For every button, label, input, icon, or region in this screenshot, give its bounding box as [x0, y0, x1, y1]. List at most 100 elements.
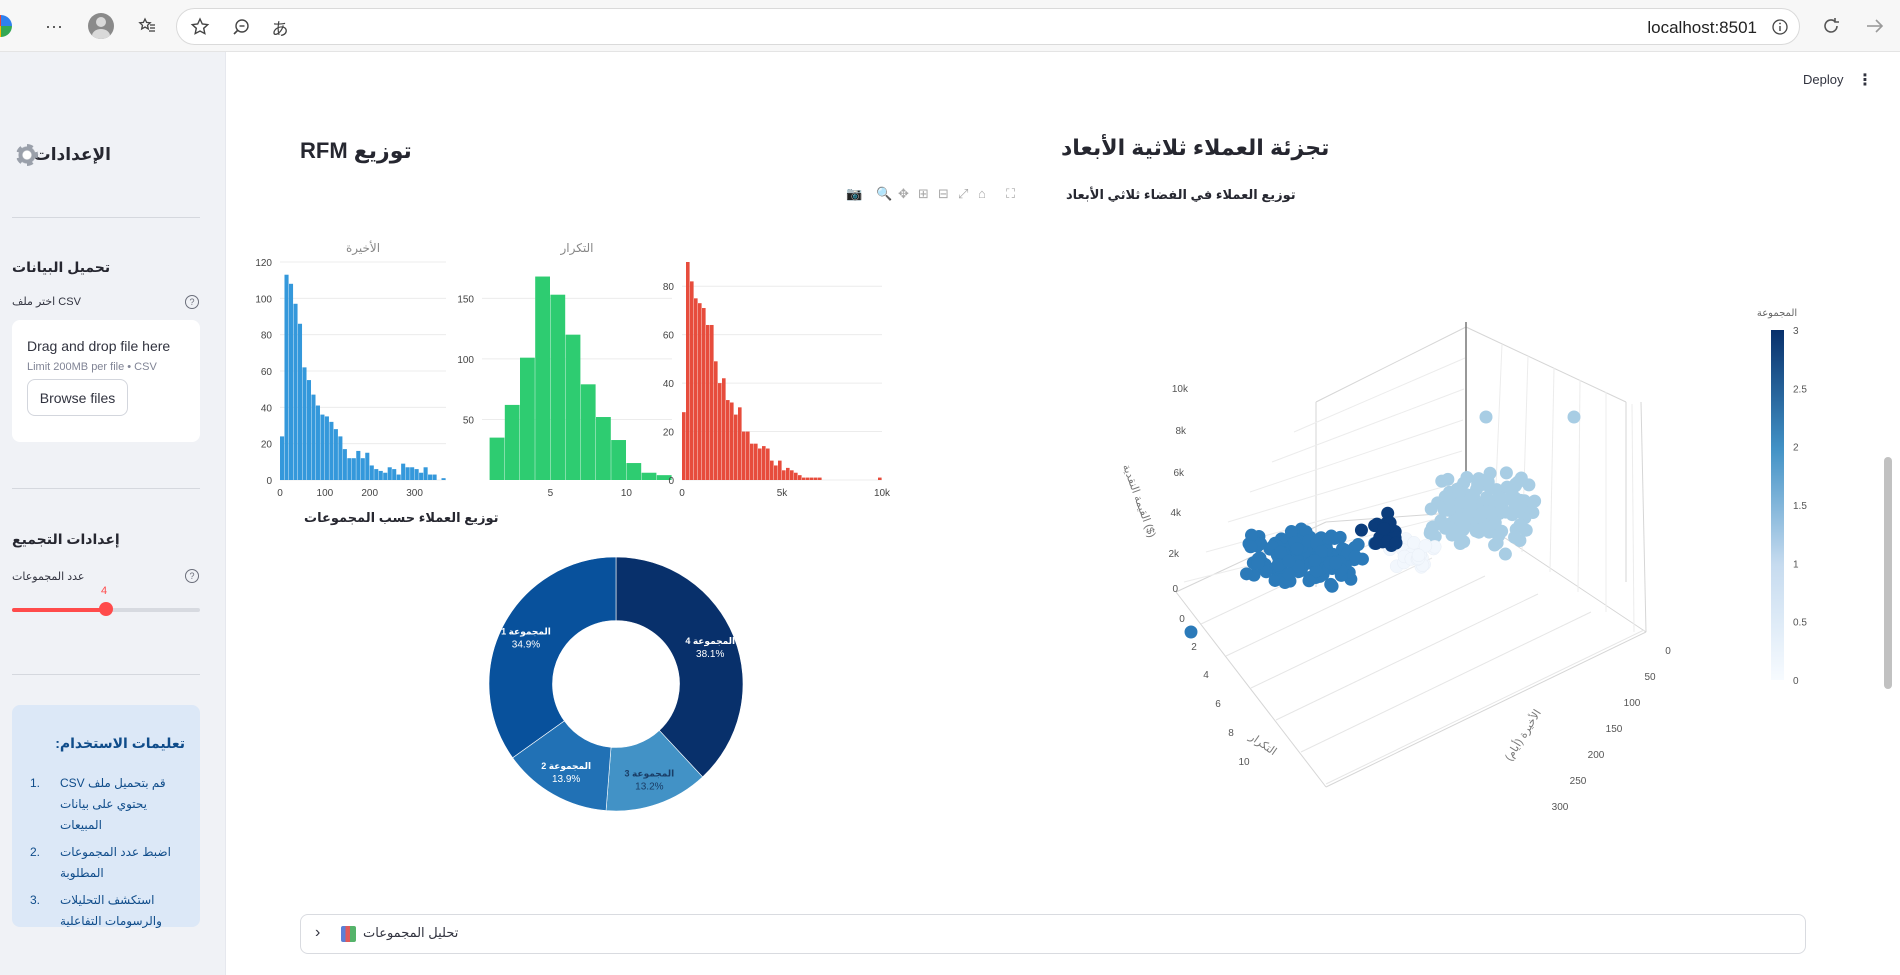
scatter-point	[1282, 554, 1296, 568]
histogram-bar	[356, 450, 361, 480]
histogram-bar	[690, 281, 694, 480]
home-icon[interactable]: ⌂	[978, 186, 986, 201]
histogram-bar	[302, 367, 307, 480]
histogram-bar	[365, 452, 370, 480]
donut-slice	[488, 556, 617, 759]
x-tick-label: 300	[406, 488, 423, 499]
histogram-bar	[329, 421, 334, 480]
colorbar-tick-label: 0.5	[1793, 618, 1807, 629]
scatter-point	[1333, 530, 1347, 544]
browser-logo-icon[interactable]	[0, 15, 12, 37]
star-icon[interactable]	[189, 16, 211, 38]
scatter-point	[1443, 502, 1457, 516]
bar-chart-icon	[341, 926, 356, 942]
histogram-bar	[774, 465, 778, 480]
address-bar[interactable]: あ localhost:8501	[176, 8, 1800, 45]
scatter-point	[1348, 550, 1362, 564]
file-dropzone[interactable]: Drag and drop file here Limit 200MB per …	[12, 320, 200, 442]
scatter-point	[1482, 525, 1496, 539]
y-tick-label: 40	[663, 379, 675, 390]
pan-icon[interactable]: ✥	[898, 186, 909, 201]
histogram-bar	[396, 474, 401, 480]
deploy-button[interactable]: Deploy	[1803, 72, 1844, 87]
x-tick-label: 200	[361, 488, 378, 499]
histogram-bar	[347, 458, 352, 480]
more-icon[interactable]: ···	[45, 15, 63, 36]
segmentation-title: تجزئة العملاء ثلاثية الأبعاد	[1061, 135, 1330, 160]
x-axis-title: التكرار	[1246, 730, 1278, 758]
instructions-box: تعليمات الاستخدام: 1. قم بتحميل ملف CSV ي…	[12, 705, 200, 928]
scatter-point	[1481, 472, 1495, 486]
scatter3d-chart[interactable]: 02k4k6k8k10k0246810050100150200250300الق…	[1066, 212, 1866, 832]
divider	[12, 217, 200, 218]
histogram-bar	[320, 414, 325, 480]
y-tick-label: 60	[261, 367, 273, 378]
scatter-point	[1369, 537, 1383, 551]
cluster-analysis-expander[interactable]: › تحليل المجموعات	[300, 914, 1806, 954]
favorites-icon[interactable]	[133, 12, 161, 40]
site-info-icon[interactable]	[1769, 16, 1791, 38]
histogram-bar	[686, 262, 690, 480]
scrollbar[interactable]	[1884, 457, 1892, 689]
histogram-bar	[778, 460, 782, 480]
fullscreen-icon[interactable]: ⛶	[1006, 186, 1016, 201]
autoscale-icon[interactable]: ⤢	[958, 186, 969, 201]
histogram-bar	[580, 384, 596, 480]
scatter-point	[1470, 482, 1484, 496]
rfm-title: توزيع RFM	[300, 138, 412, 163]
y-tick-label: 50	[1644, 672, 1656, 683]
histogram-bar	[722, 378, 726, 480]
list-item: 2. اضبط عدد المجموعات المطلوبة	[30, 845, 171, 880]
zoom-in-icon[interactable]: ⊞	[918, 186, 929, 201]
scatter-point	[1424, 502, 1438, 516]
cluster-donut-chart[interactable]: المجموعة 4 38.1% المجموعة 3 13.2% المجموعة 2…	[466, 552, 766, 852]
zoom-out-icon[interactable]: ⊟	[938, 186, 949, 201]
y-tick-label: 40	[261, 403, 273, 414]
list-item: 1. قم بتحميل ملف CSV يحتوي على بيانات الم…	[30, 776, 166, 832]
scatter-point	[1505, 508, 1519, 522]
z-tick-label: 10k	[1172, 384, 1189, 395]
colorbar-tick-label: 0	[1793, 676, 1799, 687]
main-menu-icon[interactable]: ⋮	[1857, 72, 1873, 89]
help-icon[interactable]: ?	[185, 295, 199, 309]
histogram-bar	[392, 469, 397, 480]
scatter3d-title: توزيع العملاء في الفضاء ثلاثي الأبعاد	[1066, 187, 1296, 202]
forward-icon[interactable]	[1862, 13, 1888, 39]
axis-gridline	[1325, 629, 1645, 785]
camera-icon[interactable]: 📷	[846, 186, 863, 201]
histogram-bar	[401, 463, 406, 480]
axis-gridline	[1300, 611, 1592, 753]
profile-icon[interactable]	[88, 13, 114, 39]
histogram-bar	[315, 405, 320, 480]
scatter-point	[1438, 521, 1452, 535]
read-aloud-icon[interactable]: あ	[271, 19, 289, 39]
zoom-icon[interactable]	[230, 16, 252, 38]
histogram-bar	[714, 361, 718, 480]
scatter-point	[1460, 496, 1474, 510]
refresh-icon[interactable]	[1818, 13, 1844, 39]
y-tick-label: 20	[663, 428, 675, 439]
scatter-point	[1259, 565, 1273, 579]
colorbar-title: المجموعة	[1757, 308, 1797, 319]
browse-files-button[interactable]: Browse files	[27, 379, 128, 416]
scatter-point	[1479, 410, 1493, 424]
y-tick-label: 0	[266, 476, 272, 487]
help-icon[interactable]: ?	[185, 569, 199, 583]
histogram-bar	[489, 437, 505, 480]
histogram-bar	[726, 400, 730, 480]
scatter-point	[1407, 536, 1421, 550]
histogram-bar	[423, 467, 428, 480]
slider-thumb[interactable]	[99, 602, 113, 616]
histogram-bar	[656, 475, 672, 480]
expander-label: تحليل المجموعات	[363, 925, 459, 940]
histogram-bar	[596, 417, 611, 480]
histogram-bar	[280, 436, 285, 480]
histogram-title: التكرار	[560, 241, 594, 256]
scatter-point	[1309, 564, 1323, 578]
zoom-plot-icon[interactable]: 🔍	[876, 186, 893, 201]
histogram-bar	[750, 443, 754, 480]
scatter-point	[1251, 557, 1265, 571]
histogram-bar	[441, 478, 446, 480]
histogram-bar	[338, 436, 343, 480]
